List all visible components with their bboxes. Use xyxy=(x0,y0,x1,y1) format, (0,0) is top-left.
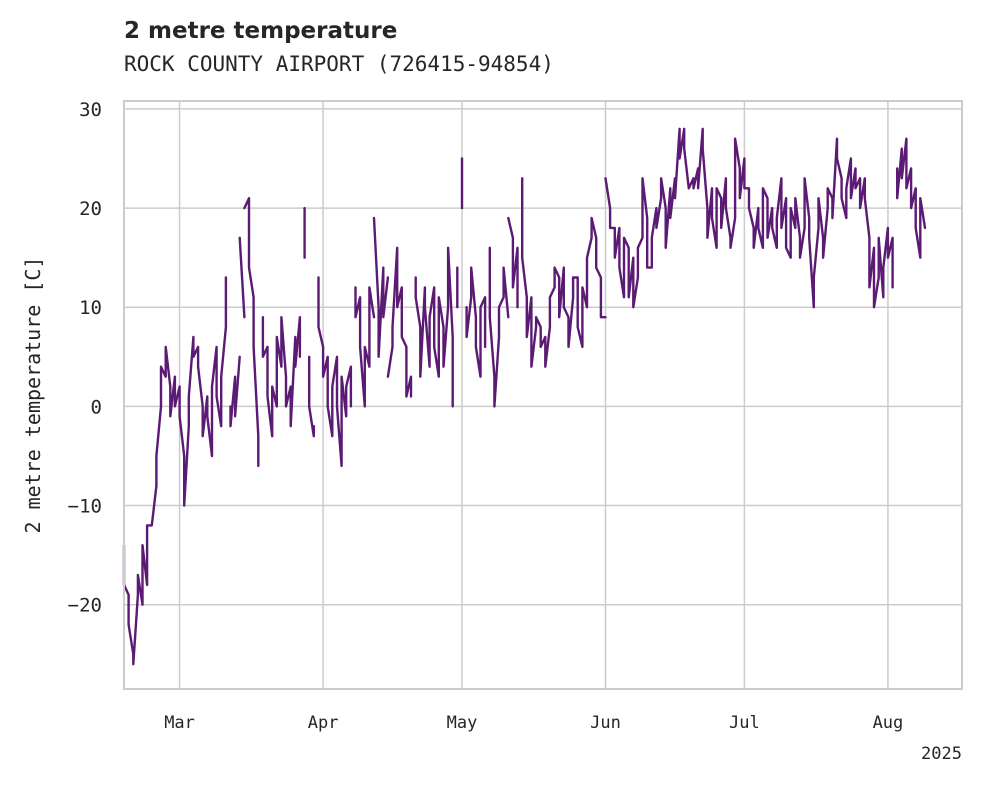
temperature-line xyxy=(488,246,510,408)
temperature-line xyxy=(507,216,519,309)
plot-frame xyxy=(123,100,963,690)
temperature-line xyxy=(243,197,260,468)
temperature-line xyxy=(354,286,376,408)
x-tick-label: May xyxy=(447,713,478,733)
temperature-line xyxy=(521,177,607,368)
temperature-line xyxy=(465,266,487,378)
x-axis-year-label: 2025 xyxy=(921,744,962,764)
temperature-line xyxy=(896,137,927,259)
x-tick-label: Jul xyxy=(729,713,760,733)
temperature-line xyxy=(122,276,228,666)
y-tick-label: 0 xyxy=(91,396,102,418)
chart-subtitle: ROCK COUNTY AIRPORT (726415-94854) xyxy=(124,52,554,76)
temperature-line xyxy=(604,127,894,309)
series-layer xyxy=(122,127,927,666)
temperature-line xyxy=(308,355,315,438)
grid xyxy=(124,101,962,689)
x-tick-label: Mar xyxy=(164,713,195,733)
temperature-line xyxy=(238,236,246,319)
x-tick-label: Jun xyxy=(590,713,621,733)
y-tick-label: −10 xyxy=(68,496,102,518)
temperature-line xyxy=(229,355,241,428)
x-axis: Mar Apr May Jun Jul Aug xyxy=(164,713,903,733)
temperature-line xyxy=(414,246,454,408)
temperature-line xyxy=(261,316,302,438)
y-tick-label: −20 xyxy=(68,595,102,617)
y-tick-label: 20 xyxy=(79,198,102,220)
y-axis: −20 −10 0 10 20 30 xyxy=(68,99,102,617)
x-tick-label: Apr xyxy=(308,713,339,733)
temperature-line xyxy=(372,216,390,358)
y-axis-label: 2 metre temperature [C] xyxy=(21,257,45,534)
temperature-line xyxy=(317,276,353,468)
y-tick-label: 30 xyxy=(79,99,102,121)
y-tick-label: 10 xyxy=(79,297,102,319)
chart-title: 2 metre temperature xyxy=(124,18,398,44)
temperature-line xyxy=(386,246,413,398)
x-tick-label: Aug xyxy=(873,713,904,733)
